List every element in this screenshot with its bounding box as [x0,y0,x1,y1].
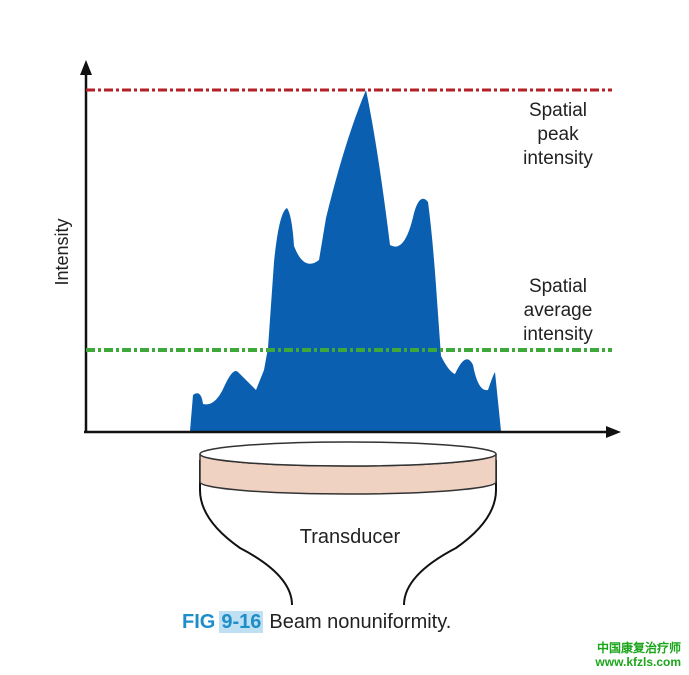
axes [80,60,621,438]
caption-fig-number: 9-16 [219,611,264,633]
transducer-housing [199,460,497,606]
average-label-line-2: average [524,300,593,321]
figure-caption: FIG 9-16 Beam nonuniformity. [182,611,451,634]
transducer-label: Transducer [300,526,401,548]
transducer-face-top [199,441,497,467]
watermark-cn: 中国康复治疗师 [596,641,681,655]
watermark-url: www.kfzls.com [595,655,681,669]
spatial-peak-label: Spatial peak intensity [523,100,593,169]
beam-intensity-profile [190,90,501,431]
transducer: Transducer [199,441,497,606]
caption-fig-word: FIG [182,611,216,633]
average-label-line-1: Spatial [529,276,587,297]
average-label-line-3: intensity [523,324,593,345]
peak-label-line-3: intensity [523,148,593,169]
peak-label-line-2: peak [537,124,579,145]
spatial-average-label: Spatial average intensity [523,276,593,345]
y-axis-label: Intensity [52,218,72,285]
peak-label-line-1: Spatial [529,100,587,121]
caption-text: Beam nonuniformity. [269,611,452,633]
